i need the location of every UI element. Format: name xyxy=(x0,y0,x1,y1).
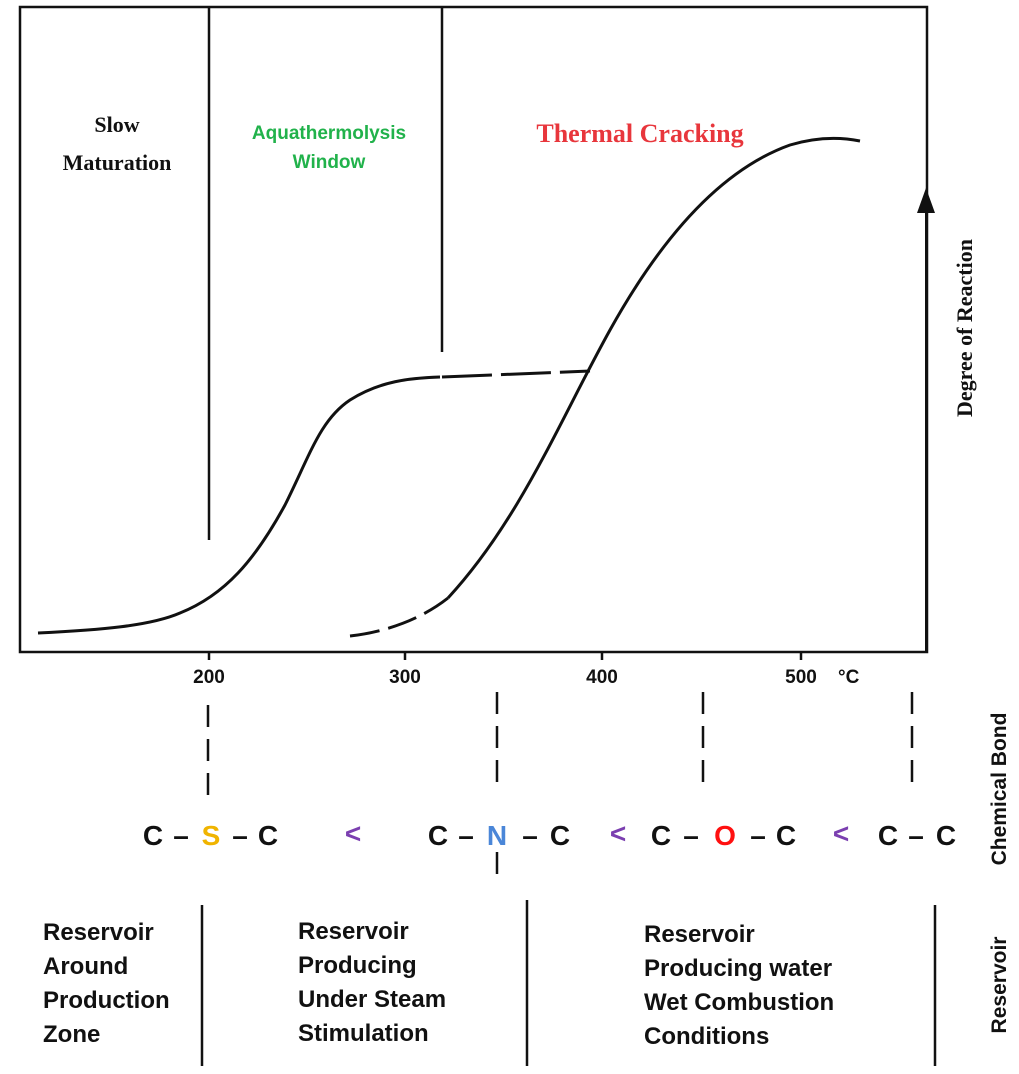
reservoir-condition-line: Stimulation xyxy=(298,1020,429,1047)
reservoir-condition-line: Reservoir xyxy=(43,919,154,946)
region-label-window: Window xyxy=(293,152,366,173)
reservoir-condition-line: Producing water xyxy=(644,955,833,982)
bond-co-dash1: – xyxy=(683,820,699,851)
bond-cc-dash: – xyxy=(908,820,924,851)
x-tick-label-200: 200 xyxy=(193,667,225,688)
x-tick-label-300: 300 xyxy=(389,667,421,688)
bond-cs-left: C xyxy=(143,820,163,851)
reservoir-condition-production-zone: Reservoir Around Production Zone xyxy=(43,916,170,1052)
reservoir-condition-line: Zone xyxy=(43,1021,101,1048)
region-label-maturation: Maturation xyxy=(63,150,172,175)
bond-separator-1: < xyxy=(345,818,361,849)
bond-cn-dash1: – xyxy=(458,820,474,851)
bond-cn-dash2: – xyxy=(522,820,538,851)
bond-cn-nitrogen: N xyxy=(487,820,507,851)
y-axis-label: Degree of Reaction xyxy=(952,239,977,417)
bond-cs-dash2: – xyxy=(232,820,248,851)
reservoir-label: Reservoir xyxy=(988,937,1011,1034)
region-label-thermal-cracking: Thermal Cracking xyxy=(536,119,743,148)
bond-co-oxygen: O xyxy=(714,820,736,851)
bond-cc-right: C xyxy=(936,820,956,851)
region-label-slow: Slow xyxy=(94,112,139,137)
bond-cs-sulfur: S xyxy=(202,820,221,851)
bond-cs-right: C xyxy=(258,820,278,851)
chemical-bond-label: Chemical Bond xyxy=(988,713,1011,866)
plot-frame xyxy=(18,5,929,654)
bond-cc-left: C xyxy=(878,820,898,851)
reservoir-condition-steam-stimulation: Reservoir Producing Under Steam Stimulat… xyxy=(298,915,446,1051)
x-axis-ticks xyxy=(207,652,803,660)
bond-co-dash2: – xyxy=(750,820,766,851)
x-tick-label-400: 400 xyxy=(586,667,618,688)
bond-cn-right: C xyxy=(550,820,570,851)
aquathermolysis-curve xyxy=(37,375,441,635)
reservoir-condition-line: Around xyxy=(43,953,129,980)
bond-cn-left: C xyxy=(428,820,448,851)
reservoir-condition-line: Wet Combustion xyxy=(644,989,835,1016)
reservoir-condition-wet-combustion: Reservoir Producing water Wet Combustion… xyxy=(644,918,834,1054)
y-axis-arrow-icon xyxy=(917,188,935,213)
reservoir-condition-line: Reservoir xyxy=(644,921,755,948)
aquathermolysis-plateau-dashed xyxy=(441,369,591,379)
reservoir-condition-line: Conditions xyxy=(644,1023,770,1050)
bond-separator-3: < xyxy=(833,818,849,849)
reservoir-condition-line: Reservoir xyxy=(298,918,409,945)
bond-co-left: C xyxy=(651,820,671,851)
thermal-cracking-curve xyxy=(446,136,861,600)
thermal-cracking-curve-start-dashed xyxy=(349,596,449,638)
reservoir-condition-line: Producing xyxy=(298,952,417,979)
reservoir-condition-line: Under Steam xyxy=(298,986,447,1013)
x-unit-label: °C xyxy=(838,667,860,688)
region-label-aquathermolysis: Aquathermolysis xyxy=(252,123,406,144)
bond-separator-2: < xyxy=(610,818,626,849)
bond-cs-dash1: – xyxy=(173,820,189,851)
bond-connectors xyxy=(206,692,914,874)
bond-co-right: C xyxy=(776,820,796,851)
x-tick-label-500: 500 xyxy=(785,667,817,688)
reservoir-condition-line: Production xyxy=(43,987,170,1014)
